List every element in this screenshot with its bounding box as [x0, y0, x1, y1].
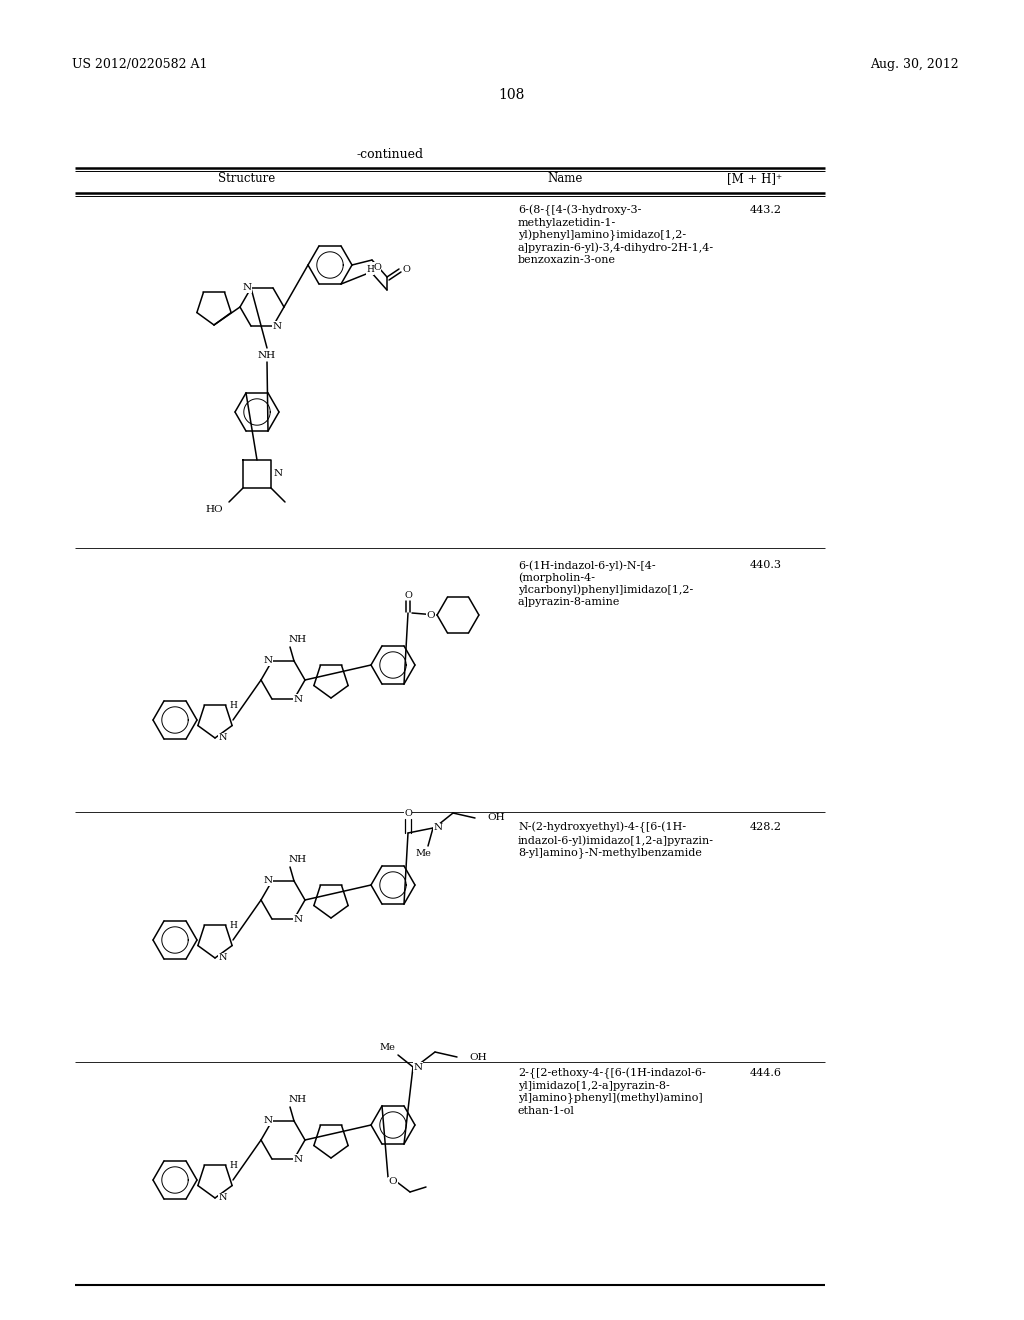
- Text: O: O: [427, 610, 435, 619]
- Text: N-(2-hydroxyethyl)-4-{[6-(1H-
indazol-6-yl)imidazo[1,2-a]pyrazin-
8-yl]amino}-N-: N-(2-hydroxyethyl)-4-{[6-(1H- indazol-6-…: [518, 822, 714, 858]
- Text: 6-(8-{[4-(3-hydroxy-3-
methylazetidin-1-
yl)phenyl]amino}imidazo[1,2-
a]pyrazin-: 6-(8-{[4-(3-hydroxy-3- methylazetidin-1-…: [518, 205, 714, 265]
- Text: N: N: [263, 656, 272, 665]
- Text: [M + H]⁺: [M + H]⁺: [727, 172, 782, 185]
- Text: N: N: [294, 1155, 302, 1163]
- Text: HO: HO: [206, 506, 223, 515]
- Text: N: N: [294, 694, 302, 704]
- Text: O: O: [373, 263, 381, 272]
- Text: N: N: [219, 734, 227, 742]
- Text: N: N: [243, 284, 252, 293]
- Text: O: O: [402, 264, 410, 273]
- Text: H: H: [229, 920, 237, 929]
- Text: H: H: [229, 1160, 237, 1170]
- Text: N: N: [272, 322, 282, 330]
- Text: NH: NH: [289, 635, 307, 644]
- Text: N: N: [219, 953, 227, 962]
- Text: O: O: [404, 590, 412, 599]
- Text: 444.6: 444.6: [750, 1068, 782, 1078]
- Text: NH: NH: [289, 1096, 307, 1105]
- Text: H: H: [366, 265, 374, 275]
- Text: H: H: [229, 701, 237, 710]
- Text: Aug. 30, 2012: Aug. 30, 2012: [870, 58, 958, 71]
- Text: Me: Me: [415, 850, 431, 858]
- Text: N: N: [294, 915, 302, 924]
- Text: 2-{[2-ethoxy-4-{[6-(1H-indazol-6-
yl]imidazo[1,2-a]pyrazin-8-
yl]amino}phenyl](m: 2-{[2-ethoxy-4-{[6-(1H-indazol-6- yl]imi…: [518, 1068, 706, 1115]
- Text: N: N: [263, 876, 272, 886]
- Text: N: N: [273, 470, 283, 479]
- Text: N: N: [263, 1117, 272, 1126]
- Text: Name: Name: [547, 172, 583, 185]
- Text: -continued: -continued: [356, 148, 424, 161]
- Text: 108: 108: [499, 88, 525, 102]
- Text: Structure: Structure: [218, 172, 275, 185]
- Text: O: O: [389, 1177, 397, 1187]
- Text: OH: OH: [487, 813, 505, 822]
- Text: 440.3: 440.3: [750, 560, 782, 570]
- Text: 443.2: 443.2: [750, 205, 782, 215]
- Text: NH: NH: [258, 351, 276, 359]
- Text: OH: OH: [469, 1052, 486, 1061]
- Text: N: N: [219, 1193, 227, 1203]
- Text: 6-(1H-indazol-6-yl)-N-[4-
(morpholin-4-
ylcarbonyl)phenyl]imidazo[1,2-
a]pyrazin: 6-(1H-indazol-6-yl)-N-[4- (morpholin-4- …: [518, 560, 693, 607]
- Text: NH: NH: [289, 855, 307, 865]
- Text: N: N: [414, 1063, 423, 1072]
- Text: US 2012/0220582 A1: US 2012/0220582 A1: [72, 58, 208, 71]
- Text: Me: Me: [379, 1043, 395, 1052]
- Text: O: O: [404, 808, 412, 817]
- Text: 428.2: 428.2: [750, 822, 782, 832]
- Text: N: N: [433, 824, 442, 833]
